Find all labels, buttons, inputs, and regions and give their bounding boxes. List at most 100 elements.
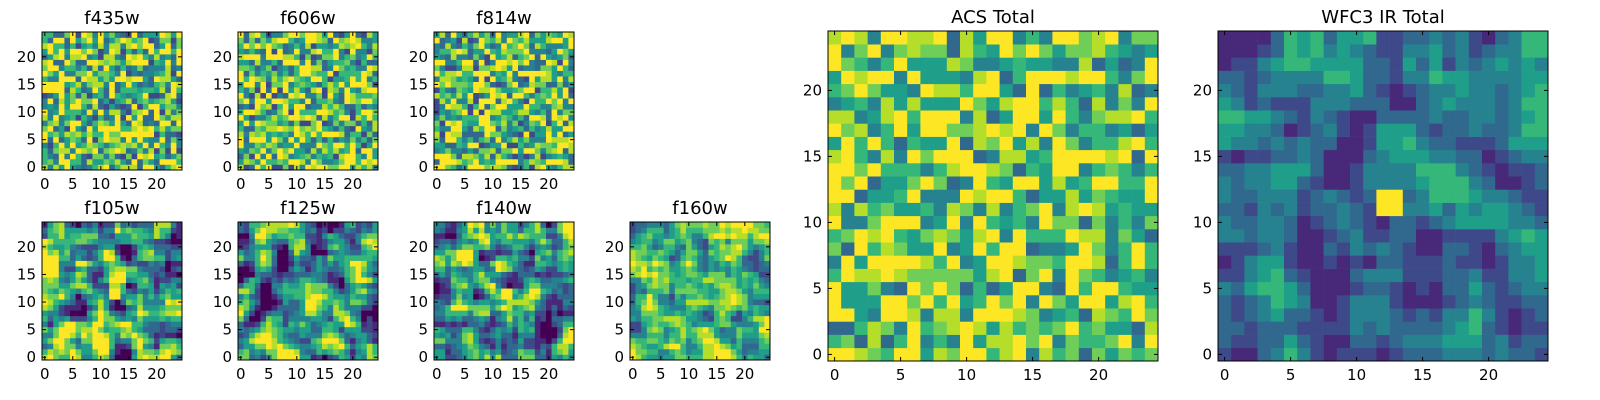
heatmap-cell <box>557 227 564 234</box>
heatmap-cell <box>137 354 144 361</box>
heatmap-cell <box>238 282 244 289</box>
heatmap-cell <box>450 164 457 171</box>
heatmap-cell <box>758 348 765 355</box>
heatmap-cell <box>310 109 317 116</box>
heatmap-cell <box>434 343 440 350</box>
heatmap-cell <box>736 277 743 284</box>
heatmap-cell <box>42 255 48 261</box>
heatmap-cell <box>686 255 692 261</box>
heatmap-cell <box>478 293 485 300</box>
heatmap-cell <box>680 337 687 344</box>
heatmap-cell <box>333 32 340 38</box>
heatmap-cell <box>456 343 463 350</box>
heatmap-cell <box>266 37 272 44</box>
heatmap-cell <box>92 277 99 284</box>
heatmap-cell <box>540 260 547 267</box>
heatmap-cell <box>841 334 855 349</box>
heatmap-cell <box>277 337 284 344</box>
heatmap-cell <box>478 43 485 49</box>
heatmap-cell <box>714 310 720 317</box>
heatmap-cell <box>254 87 261 94</box>
heatmap-cell <box>58 277 65 284</box>
heatmap-cell <box>170 120 177 127</box>
heatmap-cell <box>512 277 519 284</box>
heatmap-cell <box>42 332 48 339</box>
heatmap-cell <box>42 321 48 328</box>
heatmap-cell <box>1039 202 1053 217</box>
heatmap-cell <box>478 54 485 60</box>
heatmap-cell <box>114 153 121 160</box>
heatmap-cell <box>518 255 524 261</box>
heatmap-cell <box>154 310 160 317</box>
heatmap-cell <box>254 227 261 234</box>
heatmap-cell <box>148 43 155 49</box>
heatmap-cell <box>467 120 474 127</box>
heatmap-cell <box>372 293 379 300</box>
heatmap-cell <box>764 293 771 300</box>
heatmap-cell <box>98 293 104 300</box>
heatmap-cell <box>490 299 496 306</box>
heatmap-cell <box>960 202 974 217</box>
heatmap-cell <box>338 332 345 339</box>
heatmap-cell <box>456 59 463 66</box>
heatmap-cell <box>109 59 116 66</box>
heatmap-cell <box>254 142 261 149</box>
heatmap-cell <box>98 249 104 256</box>
heatmap-cell <box>148 114 155 121</box>
heatmap-cell <box>310 142 317 149</box>
heatmap-cell <box>70 48 76 55</box>
heatmap-cell <box>691 238 698 245</box>
heatmap-cell <box>635 348 642 355</box>
heatmap-cell <box>103 103 110 110</box>
heatmap-cell <box>702 282 709 289</box>
heatmap-cell <box>1078 163 1093 177</box>
x-tick-label: 0 <box>236 175 246 193</box>
heatmap-cell <box>456 260 463 267</box>
heatmap-cell <box>456 87 463 94</box>
heatmap-cell <box>148 109 155 116</box>
heatmap-cell <box>880 202 895 217</box>
heatmap-cell <box>114 271 121 278</box>
heatmap-cell <box>462 249 468 256</box>
heatmap-cell <box>137 282 144 289</box>
heatmap-cell <box>635 222 642 228</box>
heatmap-cell <box>109 131 116 138</box>
heatmap-cell <box>165 315 172 322</box>
heatmap-cell <box>674 310 681 317</box>
heatmap-cell <box>266 337 272 344</box>
heatmap-cell <box>333 43 340 49</box>
heatmap-cell <box>501 282 508 289</box>
heatmap-cell <box>103 288 110 295</box>
heatmap-cell <box>70 81 76 88</box>
heatmap-cell <box>736 332 743 339</box>
heatmap-cell <box>680 315 687 322</box>
heatmap-cell <box>557 114 564 121</box>
heatmap-cell <box>355 125 362 132</box>
heatmap-cell <box>92 103 99 110</box>
heatmap-cell <box>243 43 250 49</box>
heatmap-cell <box>120 282 127 289</box>
heatmap-cell <box>691 288 698 295</box>
heatmap-cell <box>691 255 698 261</box>
heatmap-cell <box>697 326 704 333</box>
heatmap-cell <box>753 233 760 239</box>
heatmap-cell <box>165 87 172 94</box>
heatmap-cell <box>635 249 642 256</box>
heatmap-cell <box>154 266 160 272</box>
heatmap-cell <box>114 32 121 38</box>
heatmap-cell <box>98 271 104 278</box>
heatmap-cell <box>691 260 698 267</box>
heatmap-cell <box>562 103 569 110</box>
y-tick-label: 10 <box>409 293 428 311</box>
heatmap-cell <box>546 48 552 55</box>
heatmap-cell <box>920 295 934 309</box>
heatmap-cell <box>635 343 642 350</box>
heatmap-cell <box>434 337 440 344</box>
heatmap-cell <box>58 76 65 82</box>
heatmap-cell <box>512 48 519 55</box>
heatmap-cell <box>305 222 312 228</box>
heatmap-cell <box>518 233 524 239</box>
heatmap-cell <box>1039 255 1053 269</box>
heatmap-cell <box>960 229 974 243</box>
heatmap-cell <box>109 354 116 361</box>
